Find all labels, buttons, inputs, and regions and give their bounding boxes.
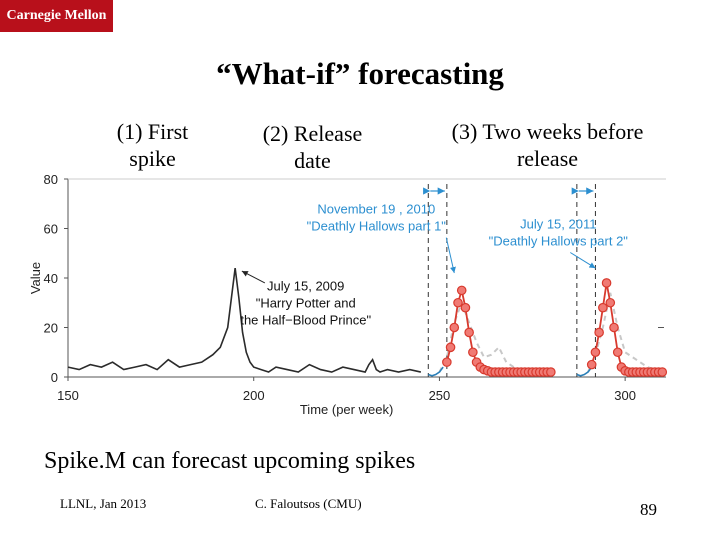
forecast-point-1 — [460, 302, 471, 313]
forecast-point-1 — [449, 322, 460, 333]
y-tick-label-80: 80 — [44, 172, 58, 187]
annotation-jul-2009-date: July 15, 2009 — [267, 278, 344, 293]
annotation-nov-2010-date: November 19 , 2010 — [317, 202, 435, 217]
slide-caption: Spike.M can forecast upcoming spikes — [44, 448, 416, 474]
x-tick-label-250: 250 — [429, 388, 451, 403]
forecast-point-1 — [464, 327, 474, 338]
forecast-point-1 — [445, 342, 456, 353]
forecast-point-1 — [468, 347, 478, 358]
slide-title: “What-if” forecasting — [216, 56, 504, 91]
annotation-release-date-line1: (2) Release — [262, 121, 363, 146]
annotation-release-date: (2) Release date — [240, 120, 385, 174]
forecast-point-2 — [609, 322, 619, 333]
annotation-jul-2011-date: July 15, 2011 — [520, 217, 596, 232]
annotation-jul-2011-title: "Deathly Hallows part 2" — [489, 234, 629, 249]
y-tick-label-40: 40 — [44, 271, 58, 286]
cmu-logo: Carnegie Mellon — [0, 0, 113, 32]
y-axis-label: Value — [28, 262, 43, 294]
x-tick-label-200: 200 — [243, 388, 265, 403]
prefit-line-1 — [428, 366, 444, 377]
annotation-two-weeks-before: (3) Two weeks before release — [420, 118, 675, 172]
y-tick-label-20: 20 — [44, 321, 58, 336]
annotation-jul-2009-arrow — [241, 270, 266, 284]
forecast-point-2 — [601, 278, 612, 288]
forecast-point-1 — [456, 285, 467, 296]
x-tick-label-150: 150 — [57, 388, 79, 403]
truth-dashed-line-1 — [438, 299, 551, 374]
y-tick-label-0: 0 — [51, 370, 58, 385]
footer-center: C. Faloutsos (CMU) — [255, 496, 362, 511]
annotation-release-date-line2: date — [294, 148, 331, 173]
forecast-point-2 — [612, 347, 623, 358]
x-tick-label-300: 300 — [614, 388, 636, 403]
annotation-first-spike-line1: (1) First — [116, 119, 189, 144]
forecast-point-1 — [453, 297, 463, 308]
annotation-first-spike: (1) First spike — [90, 118, 215, 172]
forecast-point-2 — [594, 327, 604, 338]
forecast-point-2 — [605, 297, 616, 308]
footer-left: LLNL, Jan 2013 — [60, 496, 147, 511]
annotation-nov-2010-arrow — [445, 237, 456, 274]
observed-series-line — [67, 268, 422, 373]
page-number: 89 — [640, 500, 657, 519]
annotation-two-weeks-line2: release — [516, 146, 579, 171]
annotation-first-spike-line2: spike — [129, 146, 176, 171]
annotation-nov-2010-title: "Deathly Hallows part 1" — [307, 219, 447, 234]
annotation-jul-2011-arrow — [570, 252, 596, 269]
forecast-point-1 — [546, 367, 556, 377]
x-axis-label: Time (per week) — [300, 402, 393, 417]
prefit-line-2 — [576, 366, 593, 377]
forecast-point-2 — [657, 367, 668, 377]
annotation-two-weeks-line1: (3) Two weeks before — [451, 119, 644, 144]
forecast-point-1 — [442, 357, 452, 367]
forecast-point-2 — [586, 359, 597, 370]
forecast-point-2 — [590, 347, 601, 358]
y-tick-label-60: 60 — [44, 222, 58, 237]
annotation-jul-2009-line2: "Harry Potter and — [256, 295, 356, 310]
forecast-point-2 — [598, 302, 608, 313]
annotation-jul-2009-line3: the Half−Blood Prince" — [240, 312, 371, 327]
